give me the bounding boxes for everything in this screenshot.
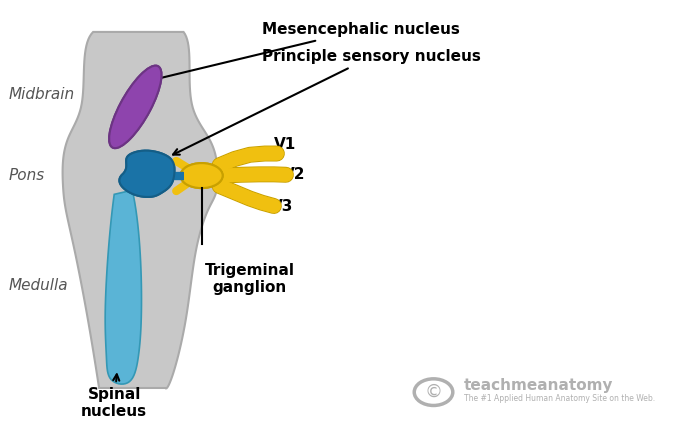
Ellipse shape (109, 66, 162, 148)
Text: V3: V3 (271, 198, 293, 214)
Text: The #1 Applied Human Anatomy Site on the Web.: The #1 Applied Human Anatomy Site on the… (464, 394, 655, 403)
Ellipse shape (180, 163, 222, 188)
Text: ©: © (425, 383, 443, 401)
Text: Mesencephalic nucleus: Mesencephalic nucleus (149, 22, 460, 82)
Text: Medulla: Medulla (9, 279, 68, 293)
Text: Pons: Pons (9, 168, 45, 183)
Text: V1: V1 (274, 137, 296, 152)
Polygon shape (120, 151, 174, 197)
Text: Trigeminal
ganglion: Trigeminal ganglion (205, 263, 295, 295)
Polygon shape (105, 190, 141, 384)
Text: V2: V2 (283, 167, 306, 182)
Text: Principle sensory nucleus: Principle sensory nucleus (173, 49, 481, 154)
Polygon shape (120, 151, 174, 197)
Ellipse shape (180, 163, 222, 188)
Text: Spinal
nucleus: Spinal nucleus (81, 374, 147, 419)
Ellipse shape (109, 66, 162, 148)
Polygon shape (63, 32, 218, 388)
Text: Midbrain: Midbrain (9, 87, 75, 102)
Text: teachmeanatomy: teachmeanatomy (464, 378, 613, 392)
